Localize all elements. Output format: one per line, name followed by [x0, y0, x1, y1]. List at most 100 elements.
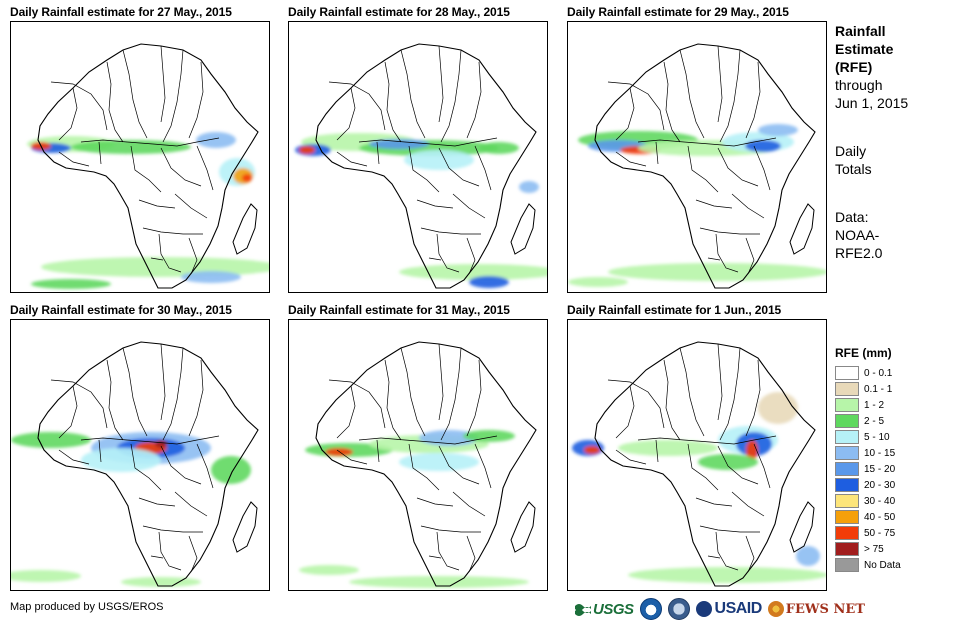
country-border: [336, 87, 356, 141]
partner-logos: USGS USAID FEWS NET: [575, 596, 871, 622]
rainfall-map: [567, 319, 827, 591]
country-border: [466, 61, 482, 139]
madagascar-coastline: [510, 203, 536, 255]
country-border: [679, 347, 705, 437]
country-border: [138, 497, 176, 507]
rainfall-map: [288, 319, 548, 591]
country-border: [416, 199, 454, 209]
country-border: [607, 379, 665, 429]
legend-item: 1 - 2: [835, 397, 963, 413]
legend-item: 50 - 75: [835, 525, 963, 541]
rainfall-area: [11, 570, 81, 582]
rainfall-area: [698, 454, 758, 470]
legend-label: 10 - 15: [864, 447, 896, 459]
usgs-wave-icon: [575, 604, 591, 616]
country-border: [687, 443, 719, 491]
country-border: [695, 199, 733, 209]
rainfall-area: [299, 146, 315, 154]
country-border: [420, 227, 481, 235]
country-border: [637, 435, 777, 445]
country-border: [142, 227, 203, 235]
madagascar-coastline: [232, 203, 258, 255]
country-border: [753, 145, 771, 191]
legend-label: 1 - 2: [864, 399, 885, 411]
data-source-label: RFE2.0: [835, 245, 883, 261]
country-border: [466, 237, 476, 275]
rainfall-area: [463, 430, 515, 442]
madagascar-coastline: [789, 203, 815, 255]
africa-coastline: [37, 341, 259, 587]
legend-item: 15 - 20: [835, 461, 963, 477]
legend-label: 30 - 40: [864, 495, 896, 507]
rainfall-area: [196, 132, 236, 148]
country-border: [408, 443, 440, 491]
rainfall-area: [369, 139, 429, 149]
country-border: [663, 61, 681, 143]
country-border: [196, 443, 214, 489]
rainfall-area: [584, 446, 600, 454]
country-border: [707, 555, 721, 559]
country-border: [615, 87, 635, 141]
country-border: [376, 439, 380, 463]
legend-swatch: [835, 366, 859, 380]
legend-label: 0 - 0.1: [864, 367, 893, 379]
rainfall-area: [479, 142, 519, 154]
country-border: [106, 61, 124, 143]
legend-swatch: [835, 462, 859, 476]
legend-item: 5 - 10: [835, 429, 963, 445]
africa-coastline: [594, 43, 816, 289]
africa-coastline: [594, 341, 816, 587]
country-border: [753, 443, 771, 489]
country-border: [474, 145, 492, 191]
africa-coastline: [315, 43, 537, 289]
totals-label: Daily: [835, 143, 867, 159]
rainfall-area: [242, 174, 252, 182]
country-border: [440, 347, 462, 441]
country-border: [188, 237, 198, 275]
country-border: [130, 443, 162, 491]
map-canvas: [295, 43, 547, 289]
country-border: [428, 257, 442, 261]
country-border: [98, 439, 102, 463]
legend-label: 40 - 50: [864, 511, 896, 523]
map-canvas: [27, 43, 269, 289]
legend-item: > 75: [835, 541, 963, 557]
map-canvas: [11, 341, 259, 587]
africa-coastline: [37, 43, 259, 289]
country-border: [436, 531, 460, 571]
map-panel-title: Daily Rainfall estimate for 30 May., 201…: [10, 303, 232, 317]
country-border: [336, 449, 368, 465]
country-border: [328, 81, 386, 131]
country-border: [188, 359, 204, 437]
rainfall-area: [31, 279, 111, 289]
country-border: [745, 535, 755, 573]
country-border: [420, 525, 481, 533]
madagascar-coastline: [232, 501, 258, 553]
country-border: [615, 385, 635, 439]
legend-item: 40 - 50: [835, 509, 963, 525]
legend-swatch: [835, 510, 859, 524]
legend-swatch: [835, 542, 859, 556]
legend-swatch: [835, 382, 859, 396]
rainfall-map: [288, 21, 548, 293]
country-border: [731, 491, 765, 517]
country-border: [80, 435, 220, 445]
country-border: [438, 45, 444, 123]
country-border: [400, 49, 426, 139]
country-border: [384, 359, 402, 441]
rainfall-area: [746, 440, 758, 460]
usgs-logo-text: USGS: [593, 600, 634, 618]
country-border: [679, 49, 705, 139]
legend-title: RFE (mm): [835, 346, 892, 360]
fews-net-logo: FEWS NET: [767, 601, 865, 617]
country-border: [416, 497, 454, 507]
country-border: [98, 141, 102, 165]
rainfall-area: [618, 440, 718, 456]
country-border: [707, 257, 721, 261]
legend-label: 15 - 20: [864, 463, 896, 475]
country-border: [80, 137, 220, 147]
country-border: [106, 359, 124, 441]
country-border: [336, 385, 356, 439]
country-border: [663, 359, 681, 441]
country-border: [428, 555, 442, 559]
